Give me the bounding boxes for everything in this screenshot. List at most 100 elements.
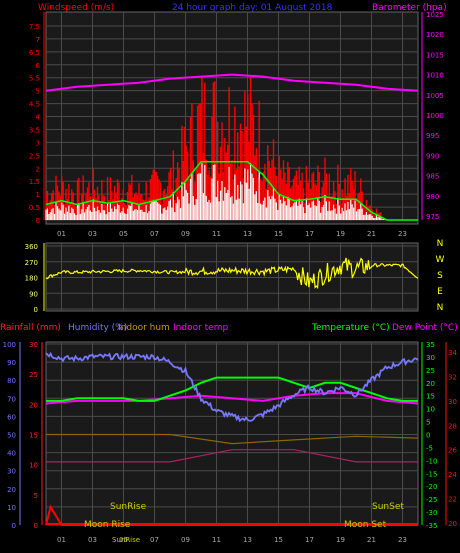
wind-direction-line <box>45 257 419 290</box>
indoor-temperature-line <box>46 449 418 463</box>
indoor-temp-tick-label: 22 <box>448 496 457 504</box>
baro-tick-label: 1025 <box>426 11 444 19</box>
hour-tick-label: 01 <box>57 230 66 238</box>
wind-tick-label: 1 <box>36 191 40 199</box>
baro-tick-label: 990 <box>426 152 439 160</box>
indoor-temp-tick-label: 20 <box>448 520 457 528</box>
indoor-temp-tick-label: 26 <box>448 447 457 455</box>
hour-tick-label: 07 <box>150 230 159 238</box>
temp-tick-label: 25 <box>426 367 435 375</box>
rain-tick-label: 15 <box>29 432 38 440</box>
temp-tick-label: 15 <box>426 393 435 401</box>
humidity-tick-label: 10 <box>7 504 16 512</box>
temp-tick-label: -25 <box>426 496 437 504</box>
temperature-axis-label: Temperature (°C) <box>311 323 390 333</box>
dewpoint-axis-label: Dew Point (°C) <box>392 323 458 333</box>
baro-tick-label: 1005 <box>426 92 444 100</box>
temp-tick-label: 20 <box>426 380 435 388</box>
humidity-tick-label: 50 <box>7 432 16 440</box>
hour-tick-label: 11 <box>212 536 221 544</box>
hour-tick-label: 21 <box>367 536 376 544</box>
baro-tick-label: 1000 <box>426 112 444 120</box>
hour-tick-label: 15 <box>274 230 283 238</box>
indoor-temp-tick-label: 32 <box>448 373 457 381</box>
hour-tick-label: 07 <box>150 536 159 544</box>
humidity-line <box>45 351 419 423</box>
rain-tick-label: 25 <box>29 371 38 379</box>
hour-tick-label: 23 <box>398 536 407 544</box>
humidity-tick-label: 30 <box>7 468 16 476</box>
hour-tick-label: 03 <box>88 230 97 238</box>
temp-tick-label: -30 <box>426 509 437 517</box>
compass-label: N <box>437 239 444 249</box>
direction-tick-label: 270 <box>25 259 38 267</box>
humidity-tick-label: 0 <box>12 522 16 530</box>
chart-title: 24 hour graph day: 01 August 2018 <box>172 3 333 13</box>
indoor-temp-tick-label: 28 <box>448 422 457 430</box>
hour-tick-label: 17 <box>305 230 314 238</box>
compass-label: S <box>437 271 443 281</box>
temp-tick-label: -20 <box>426 483 437 491</box>
wind-average-line <box>45 161 418 221</box>
baro-tick-label: 980 <box>426 193 439 201</box>
temp-tick-label: -15 <box>426 470 437 478</box>
rain-tick-label: 5 <box>34 492 38 500</box>
wind-tick-label: 5 <box>36 88 40 96</box>
indoor-temp-tick-label: 30 <box>448 398 457 406</box>
hour-tick-label: 17 <box>305 536 314 544</box>
temp-hum-panel <box>45 341 419 526</box>
wind-tick-label: 5.5 <box>29 75 40 83</box>
baro-tick-label: 985 <box>426 173 439 181</box>
compass-label: N <box>437 303 444 313</box>
rain-tick-label: 0 <box>34 522 38 530</box>
indoor-temp-tick-label: 34 <box>448 349 457 357</box>
sunrise-label: SunRise <box>110 502 147 512</box>
hour-tick-label: 13 <box>243 536 252 544</box>
hour-tick-label: 05 <box>119 536 128 544</box>
wind-tick-label: 3.5 <box>29 126 40 134</box>
wind-tick-label: 4 <box>36 114 41 122</box>
wind-tick-label: 7 <box>36 36 40 44</box>
hour-tick-label: 03 <box>88 536 97 544</box>
wind-tick-label: 6 <box>36 62 41 70</box>
indoor-hum-label: Indoor hum <box>118 323 170 333</box>
direction-tick-label: 180 <box>25 275 38 283</box>
temp-tick-label: -35 <box>426 522 437 530</box>
humidity-tick-label: 100 <box>3 341 16 349</box>
hour-tick-label: 21 <box>367 230 376 238</box>
rainfall-axis-label: Rainfall (mm) <box>0 323 61 333</box>
baro-tick-label: 975 <box>426 213 439 221</box>
hour-tick-label: 23 <box>398 230 407 238</box>
barometer-line <box>45 73 419 92</box>
compass-label: E <box>437 287 443 297</box>
humidity-axis-label: Humidity (%) <box>68 323 127 333</box>
hour-tick-label: 13 <box>243 230 252 238</box>
wind-tick-label: 0.5 <box>29 204 40 212</box>
direction-tick-label: 360 <box>25 243 38 251</box>
hour-tick-label: 09 <box>181 536 190 544</box>
temp-tick-label: 10 <box>426 406 435 414</box>
direction-tick-label: 90 <box>29 290 38 298</box>
humidity-tick-label: 90 <box>7 359 16 367</box>
wind-tick-label: 2.5 <box>29 152 40 160</box>
wind-tick-label: 4.5 <box>29 101 40 109</box>
wind-tick-label: 2 <box>36 165 40 173</box>
indoor-temp-label: Indoor temp <box>173 323 228 333</box>
windspeed-axis-label: Windspeed (m/s) <box>38 3 114 13</box>
hour-tick-label: 15 <box>274 536 283 544</box>
wind-tick-label: 0 <box>36 217 40 225</box>
wind-tick-label: 6.5 <box>29 49 40 57</box>
baro-tick-label: 1015 <box>426 51 444 59</box>
baro-tick-label: 995 <box>426 132 439 140</box>
temp-tick-label: -5 <box>426 444 433 452</box>
hour-tick-label: 19 <box>336 536 345 544</box>
wind-tick-label: 3 <box>36 139 40 147</box>
rain-tick-label: 10 <box>29 462 38 470</box>
indoor-humidity-line <box>46 433 419 445</box>
temp-tick-label: 35 <box>426 341 435 349</box>
direction-tick-label: 0 <box>34 306 38 314</box>
baro-tick-label: 1010 <box>426 72 444 80</box>
indoor-temp-tick-label: 24 <box>448 471 457 479</box>
humidity-tick-label: 80 <box>7 377 16 385</box>
